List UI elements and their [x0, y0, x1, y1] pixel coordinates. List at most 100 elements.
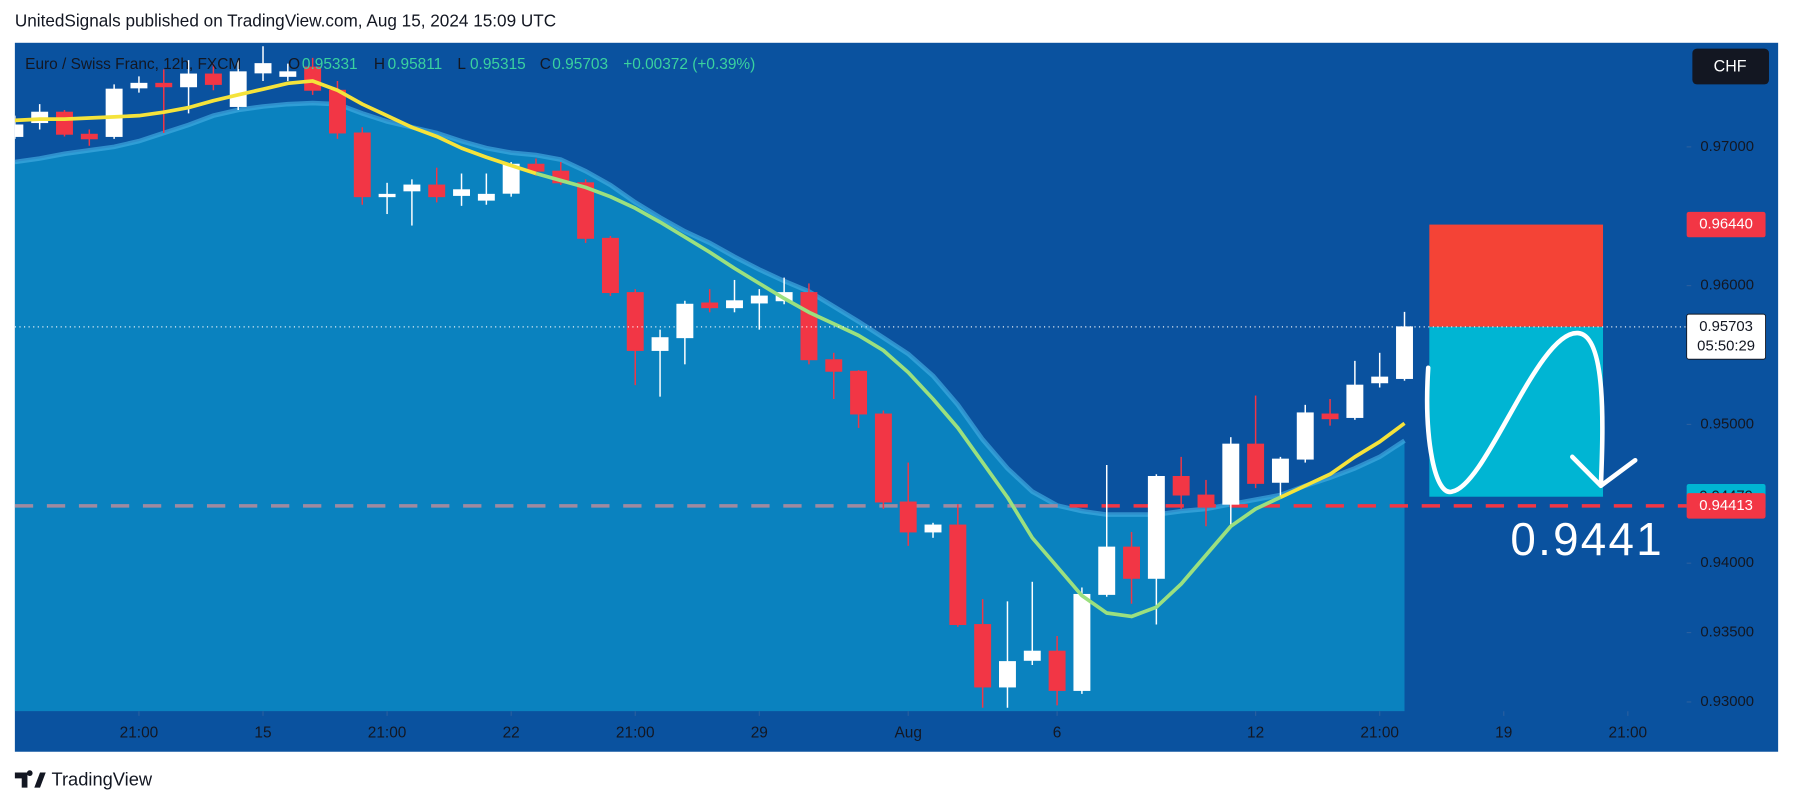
- x-tick-label: 21:00: [1609, 724, 1648, 741]
- candle-body: [949, 524, 967, 625]
- y-tick-label: 0.93000: [1700, 693, 1754, 710]
- candle-body: [105, 88, 123, 137]
- x-tick-label: 21:00: [120, 724, 159, 741]
- axes: 0.97000 0.96000 0.95000 0.94000 0.93500 0.930…: [120, 138, 1767, 741]
- legend-value: 0.95315: [470, 56, 526, 73]
- footer-logo: TradingView: [14, 768, 153, 790]
- candle-body: [1197, 494, 1215, 506]
- candle-body: [577, 182, 595, 239]
- stop-label-bg: [1686, 211, 1766, 238]
- target-zone: [1429, 326, 1604, 497]
- x-tick-label: 22: [503, 724, 520, 741]
- y-tick-label: 0.95000: [1700, 415, 1754, 432]
- currency-button[interactable]: CHF: [1692, 48, 1769, 85]
- level-label: 0.94413: [1699, 497, 1753, 514]
- footer: TradingView: [51, 768, 152, 789]
- candle-body: [1048, 650, 1066, 691]
- y-tick-label: 0.94000: [1700, 554, 1754, 571]
- candle-body: [800, 292, 818, 361]
- candle-body: [825, 359, 843, 372]
- legend-field: C: [540, 56, 551, 73]
- candle-body: [676, 303, 694, 339]
- y-tick-label: 0.96000: [1700, 277, 1754, 294]
- x-tick-label: 12: [1247, 724, 1264, 741]
- y-tick-label: 0.93500: [1700, 623, 1754, 640]
- header: UnitedSignals published on TradingView.c…: [15, 10, 556, 30]
- candle-body: [601, 237, 619, 294]
- candle-body: [1123, 546, 1141, 579]
- ma-line: [14, 79, 537, 176]
- candle-body: [1271, 458, 1289, 483]
- candle-body: [229, 71, 247, 107]
- candle-body: [279, 71, 297, 77]
- legend-field: O: [288, 56, 300, 73]
- candle-body: [204, 73, 222, 85]
- x-tick-label: 15: [254, 724, 271, 741]
- currency[interactable]: CHF: [1714, 57, 1747, 75]
- last-price-bg: [1686, 313, 1767, 360]
- legend: Euro / Swiss Franc, 12h, FXCM O 0.95331 …: [25, 56, 755, 73]
- plot: [14, 46, 1687, 712]
- logo-mark: [14, 770, 46, 788]
- candle-body: [180, 73, 198, 88]
- x-tick-label: 21:00: [1360, 724, 1399, 741]
- candle-body: [750, 295, 768, 304]
- drawn-arrow: [1424, 330, 1638, 495]
- band-area: [14, 103, 1405, 712]
- candle-body: [899, 501, 917, 533]
- candle-body: [56, 111, 73, 135]
- candle-body: [850, 370, 868, 415]
- y-tick-label: 0.97000: [1700, 138, 1754, 155]
- candle-body: [328, 89, 346, 134]
- x-tick-label: 19: [1495, 724, 1512, 741]
- candle-body: [527, 163, 545, 172]
- legend-value: 0.95331: [302, 56, 358, 73]
- candle-body: [477, 193, 495, 201]
- candle-body: [1296, 412, 1314, 460]
- legend-change: +0.00372 (+0.39%): [623, 56, 755, 73]
- candle-body: [80, 133, 98, 140]
- ma-line: [535, 171, 1282, 619]
- legend-value: 0.95703: [552, 56, 608, 73]
- candle-body: [1073, 593, 1091, 691]
- candle-body: [353, 132, 371, 198]
- candle-body: [1396, 326, 1413, 379]
- candle-body: [378, 193, 396, 198]
- x-tick-label: 21:00: [368, 724, 407, 741]
- candle-body: [651, 337, 669, 351]
- candle-body: [974, 624, 992, 688]
- candle-body: [1247, 443, 1265, 484]
- stop-label: 0.96440: [1699, 215, 1753, 232]
- x-tick-label: 29: [751, 724, 768, 741]
- level-text: 0.9441: [1510, 513, 1664, 565]
- candle-body: [626, 292, 644, 351]
- candle-body: [1172, 475, 1190, 496]
- candle-body: [130, 82, 148, 89]
- candle-body: [874, 413, 892, 503]
- legend-value: 0.95811: [388, 56, 443, 73]
- candle-body: [1147, 475, 1165, 579]
- currency-bg[interactable]: [1692, 48, 1769, 85]
- candle-body: [1346, 384, 1364, 418]
- last-price-label: 0.95703: [1699, 318, 1753, 335]
- candle-body: [1222, 443, 1240, 505]
- candle-body: [14, 124, 24, 137]
- candle-body: [1098, 546, 1116, 595]
- candle-body: [726, 300, 743, 309]
- x-tick-label: 6: [1053, 724, 1062, 741]
- legend-title: Euro / Swiss Franc, 12h, FXCM: [25, 56, 241, 73]
- candle-body: [1321, 413, 1339, 420]
- candle-body: [999, 661, 1016, 688]
- candle-body: [428, 184, 446, 198]
- candle-body: [155, 82, 173, 88]
- level-label-bg: [1686, 493, 1766, 519]
- candle-body: [1023, 650, 1041, 661]
- legend-field: H: [374, 56, 385, 73]
- x-tick-label: 21:00: [616, 724, 655, 741]
- candle-body: [924, 524, 942, 533]
- x-tick-label: Aug: [894, 724, 921, 741]
- candle-body: [701, 302, 719, 309]
- ma-line: [1279, 421, 1406, 499]
- candle-body: [304, 66, 322, 91]
